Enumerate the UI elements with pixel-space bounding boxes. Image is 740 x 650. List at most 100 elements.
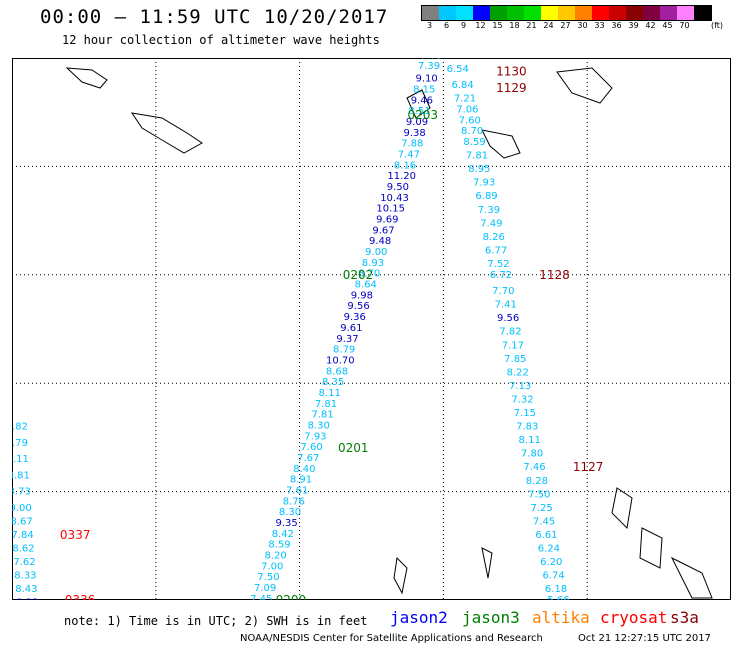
pass-time-label: 1128 (539, 268, 570, 282)
wave-height-value: 7.09 (254, 583, 276, 594)
coastline (65, 67, 108, 89)
satellite-cryosat: cryosat (600, 608, 668, 627)
wave-height-value: 8.11 (519, 435, 541, 446)
wave-height-value: 9.67 (372, 225, 394, 236)
legend-label: 12 (475, 21, 486, 30)
legend-swatch (524, 6, 541, 20)
legend-swatch (490, 6, 507, 20)
pass-time-label: 0201 (338, 441, 369, 455)
satellite-s3a: s3a (670, 608, 699, 627)
legend-swatch (473, 6, 490, 20)
legend-swatch (439, 6, 456, 20)
legend-swatch (422, 6, 439, 20)
lat-tick-label: -20 (12, 596, 13, 600)
wave-height-value: 7.41 (495, 300, 517, 311)
lat-tick-label: -14 (12, 271, 13, 280)
wave-height-value: 7.45 (533, 516, 555, 527)
wave-height-value: 7.60 (459, 115, 481, 126)
wave-height-value: 10.70 (326, 355, 355, 366)
legend-label: 6 (443, 21, 450, 30)
coastline (481, 129, 521, 159)
pass-time-label: 1129 (496, 81, 527, 95)
wave-height-value: 9.00 (365, 247, 387, 258)
map-subtitle: 12 hour collection of altimeter wave hei… (62, 33, 380, 47)
lat-tick-label: -10 (12, 58, 13, 63)
coastline (670, 556, 713, 599)
wave-height-value: 8.16 (394, 160, 416, 171)
wave-height-value: 8.51 (408, 106, 430, 117)
legend-swatch (643, 6, 660, 20)
pass-time-label: 1130 (496, 65, 527, 79)
wave-height-map: 150153156159162165-10-12-14-16-18-207.75… (12, 58, 731, 600)
wave-height-value: 8.68 (326, 366, 348, 377)
wave-height-value: 9.00 (12, 503, 32, 514)
credit-text: NOAA/NESDIS Center for Satellite Applica… (240, 633, 543, 644)
pass-time-label: 0202 (343, 268, 374, 282)
wave-height-value: 7.49 (480, 218, 502, 229)
coastline (611, 487, 633, 530)
wave-height-value: 8.59 (463, 137, 485, 148)
wave-height-value: 9.36 (344, 312, 366, 323)
wave-height-value: 8.35 (322, 377, 344, 388)
wave-height-value: 6.84 (451, 80, 473, 91)
wave-height-value: 9.33 (16, 598, 38, 600)
wave-height-value: 8.70 (358, 269, 380, 280)
legend-label: 36 (611, 21, 622, 30)
legend-label: 3 (426, 21, 433, 30)
wave-height-value: 8.22 (507, 367, 529, 378)
wave-height-value: 7.93 (304, 431, 326, 442)
wave-height-value: 9.61 (340, 323, 362, 334)
legend-label: 21 (526, 21, 537, 30)
wave-height-value: 6.77 (485, 245, 507, 256)
wave-height-value: 9.37 (336, 334, 358, 345)
wave-height-value: 7.25 (531, 503, 553, 514)
wave-height-value: 7.75 (420, 58, 442, 61)
wave-height-value: 6.61 (535, 530, 557, 541)
wave-height-value: 8.70 (461, 126, 483, 137)
wave-height-value: 8.28 (526, 476, 548, 487)
lat-tick-label: -18 (12, 488, 13, 497)
wave-height-value: 7.93 (473, 178, 495, 189)
wave-height-value: 8.62 (12, 544, 34, 555)
wave-height-value: 9.56 (497, 313, 519, 324)
wave-height-value: 8.11 (12, 454, 29, 465)
wave-height-value: 7.45 (250, 594, 272, 600)
wave-height-value: 6.72 (490, 270, 512, 281)
legend-swatch (592, 6, 609, 20)
wave-height-value: 8.81 (12, 470, 30, 481)
pass-time-label: 0200 (276, 593, 307, 600)
wave-height-value: 9.56 (347, 301, 369, 312)
coastline (393, 556, 408, 595)
coastline (481, 547, 493, 579)
wave-height-value: 7.62 (13, 557, 35, 568)
color-legend (421, 5, 712, 21)
legend-label: 24 (543, 21, 554, 30)
wave-height-value: 7.39 (418, 61, 440, 72)
wave-height-value: 8.15 (413, 84, 435, 95)
wave-height-value: 7.52 (487, 259, 509, 270)
wave-height-value: 6.89 (475, 191, 497, 202)
wave-height-value: 7.79 (12, 438, 28, 449)
wave-height-value: 9.98 (351, 290, 373, 301)
wave-height-value: 9.48 (369, 236, 391, 247)
wave-height-value: 7.17 (502, 340, 524, 351)
lat-tick-label: -12 (12, 162, 13, 171)
wave-height-value: 9.09 (406, 117, 428, 128)
wave-height-value: 7.82 (499, 327, 521, 338)
wave-height-value: 8.76 (283, 496, 305, 507)
wave-height-value: 8.11 (319, 388, 341, 399)
legend-label: 39 (628, 21, 639, 30)
wave-height-value: 9.46 (411, 95, 433, 106)
generated-timestamp: Oct 21 12:27:15 UTC 2017 (578, 633, 711, 644)
legend-swatch (558, 6, 575, 20)
wave-height-value: 8.67 (12, 516, 33, 527)
legend-swatch (541, 6, 558, 20)
satellite-jason2: jason2 (390, 608, 448, 627)
wave-height-value: 8.30 (308, 420, 330, 431)
wave-height-value: 7.61 (286, 486, 308, 497)
wave-height-value: 8.93 (362, 258, 384, 269)
map-title: 00:00 — 11:59 UTC 10/20/2017 (40, 6, 389, 28)
legend-swatch (694, 6, 711, 20)
legend-swatch (677, 6, 694, 20)
wave-height-value: 10.43 (380, 193, 409, 204)
